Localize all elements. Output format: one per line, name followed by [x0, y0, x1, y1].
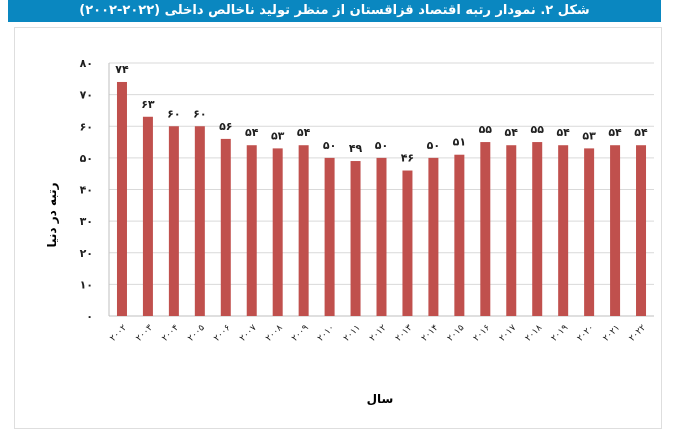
- bar-value-label: ۴۹: [349, 142, 363, 155]
- bar: [610, 145, 621, 316]
- y-tick-label: ۴۰: [80, 184, 93, 197]
- bar-value-label: ۵۴: [505, 126, 519, 139]
- bar: [142, 116, 153, 316]
- x-tick-label: ۲۰۰۶: [212, 323, 233, 344]
- x-tick-label: ۲۰۰۴: [160, 323, 181, 344]
- bar: [480, 142, 491, 316]
- bar-value-label: ۵۴: [556, 126, 570, 139]
- bar: [636, 145, 647, 316]
- y-tick-label: ۷۰: [80, 89, 93, 102]
- bar: [428, 157, 439, 316]
- y-tick-label: ۸۰: [80, 57, 93, 70]
- bar-value-label: ۵۴: [634, 126, 648, 139]
- y-tick-label: ۶۰: [80, 120, 93, 133]
- bar-value-label: ۵۴: [297, 126, 311, 139]
- y-tick-label: ۰: [86, 310, 93, 323]
- bar: [350, 161, 361, 316]
- x-tick-label: ۲۰۱۴: [420, 323, 441, 344]
- bar-value-label: ۶۳: [141, 98, 155, 111]
- y-tick-label: ۳۰: [80, 215, 93, 228]
- x-tick-label: ۲۰۲۲: [627, 323, 648, 344]
- bar: [272, 148, 283, 316]
- bar: [324, 157, 335, 316]
- bar-value-label: ۵۰: [375, 139, 388, 152]
- x-tick-label: ۲۰۰۳: [134, 323, 155, 344]
- x-tick-label: ۲۰۱۹: [550, 323, 571, 344]
- bar: [194, 126, 205, 316]
- x-tick-label: ۲۰۱۰: [316, 323, 337, 344]
- x-tick-label: ۲۰۱۵: [446, 323, 467, 344]
- bar: [402, 170, 413, 316]
- x-axis-label: سال: [366, 392, 394, 406]
- x-tick-label: ۲۰۰۹: [290, 323, 311, 344]
- x-tick-label: ۲۰۱۶: [472, 323, 493, 344]
- bar: [116, 81, 127, 316]
- bar: [220, 138, 231, 316]
- bar: [506, 145, 517, 316]
- bar-value-label: ۵۰: [323, 139, 336, 152]
- bar-value-label: ۵۵: [479, 123, 493, 136]
- bar-value-label: ۵۳: [271, 129, 285, 142]
- bar-value-label: ۴۶: [401, 152, 414, 165]
- x-tick-label: ۲۰۲۰: [575, 323, 596, 344]
- y-tick-label: ۲۰: [80, 247, 93, 260]
- x-tick-label: ۲۰۱۳: [394, 323, 415, 344]
- bar-value-label: ۷۴: [115, 63, 129, 76]
- bar: [246, 145, 257, 316]
- bar-value-label: ۵۶: [219, 120, 232, 133]
- bar-value-label: ۵۵: [530, 123, 544, 136]
- bar: [532, 142, 543, 316]
- bar: [168, 126, 179, 316]
- x-tick-label: ۲۰۰۸: [264, 323, 285, 344]
- bar-value-label: ۶۰: [193, 107, 206, 120]
- y-axis-label: رتبه در دنیا: [45, 182, 59, 248]
- bar-value-label: ۵۴: [245, 126, 259, 139]
- bar-value-label: ۵۰: [427, 139, 440, 152]
- x-tick-label: ۲۰۰۲: [108, 323, 129, 344]
- figure-title: شکل ۲. نمودار رتبه اقتصاد قزاقستان از من…: [8, 0, 661, 22]
- bar-value-label: ۵۱: [453, 136, 466, 149]
- bar: [376, 157, 387, 316]
- bar: [584, 148, 595, 316]
- chart-frame: [14, 27, 662, 429]
- x-tick-label: ۲۰۰۷: [238, 323, 259, 344]
- y-tick-label: ۱۰: [80, 278, 93, 291]
- x-tick-label: ۲۰۲۱: [601, 323, 622, 344]
- x-tick-label: ۲۰۱۸: [524, 323, 545, 344]
- bar-value-label: ۵۴: [608, 126, 622, 139]
- x-tick-label: ۲۰۱۱: [342, 323, 363, 344]
- bar: [298, 145, 309, 316]
- x-tick-label: ۲۰۱۷: [498, 323, 519, 344]
- bar-value-label: ۶۰: [167, 107, 180, 120]
- bar: [454, 154, 465, 316]
- bar-value-label: ۵۳: [582, 129, 596, 142]
- y-tick-label: ۵۰: [80, 152, 93, 165]
- bar: [558, 145, 569, 316]
- x-tick-label: ۲۰۱۲: [368, 323, 389, 344]
- x-tick-label: ۲۰۰۵: [186, 323, 207, 344]
